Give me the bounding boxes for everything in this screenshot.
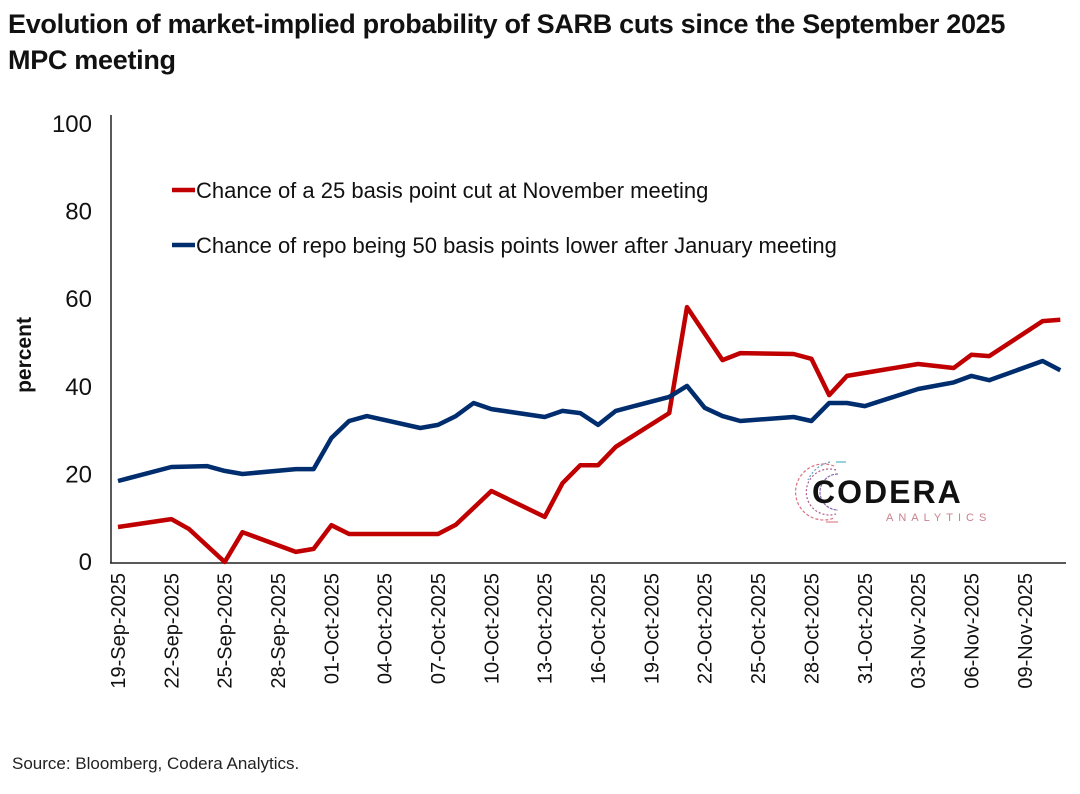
x-tick-label: 19-Sep-2025 (108, 573, 130, 689)
legend-label: Chance of a 25 basis point cut at Novemb… (196, 178, 708, 203)
y-tick-label: 40 (65, 374, 92, 401)
y-tick-label: 100 (52, 111, 92, 138)
x-tick-label: 22-Oct-2025 (695, 573, 717, 684)
x-tick-label: 09-Nov-2025 (1015, 573, 1037, 689)
legend-label: Chance of repo being 50 basis points low… (196, 233, 837, 258)
x-tick-label: 25-Sep-2025 (215, 573, 237, 689)
x-tick-label: 22-Sep-2025 (161, 573, 183, 689)
x-tick-label: 01-Oct-2025 (321, 573, 343, 684)
x-tick-label: 31-Oct-2025 (855, 573, 877, 684)
x-tick-label: 28-Sep-2025 (268, 573, 290, 689)
logo-name: CODERA (812, 474, 963, 510)
logo-subtitle: ANALYTICS (886, 512, 991, 524)
y-tick-label: 0 (79, 549, 92, 576)
legend: Chance of a 25 basis point cut at Novemb… (172, 178, 837, 258)
chart-title: Evolution of market-implied probability … (8, 9, 1006, 75)
codera-logo-mark-icon (795, 461, 846, 523)
x-tick-label: 28-Oct-2025 (801, 573, 823, 684)
series-line-january-50bp-lower (117, 358, 1062, 484)
x-tick-label: 03-Nov-2025 (908, 573, 930, 689)
x-tick-label: 13-Oct-2025 (535, 573, 557, 684)
x-tick-label: 04-Oct-2025 (375, 573, 397, 684)
codera-logo: CODERA ANALYTICS (795, 461, 991, 524)
x-axis-ticks: 19-Sep-2025 22-Sep-2025 25-Sep-2025 28-Sep-… (108, 573, 1037, 689)
x-tick-label: 07-Oct-2025 (428, 573, 450, 684)
x-tick-label: 19-Oct-2025 (641, 573, 663, 684)
y-axis-label: percent (13, 317, 36, 393)
series-lines (117, 304, 1062, 565)
x-tick-label: 16-Oct-2025 (588, 573, 610, 684)
x-tick-label: 06-Nov-2025 (961, 573, 983, 689)
y-tick-label: 20 (65, 461, 92, 488)
x-tick-label: 25-Oct-2025 (748, 573, 770, 684)
x-tick-label: 10-Oct-2025 (481, 573, 503, 684)
y-tick-label: 80 (65, 199, 92, 226)
y-tick-label: 60 (65, 286, 92, 313)
source-note: Source: Bloomberg, Codera Analytics. (12, 754, 300, 773)
y-axis-ticks: 0 20 40 60 80 100 (52, 111, 92, 576)
